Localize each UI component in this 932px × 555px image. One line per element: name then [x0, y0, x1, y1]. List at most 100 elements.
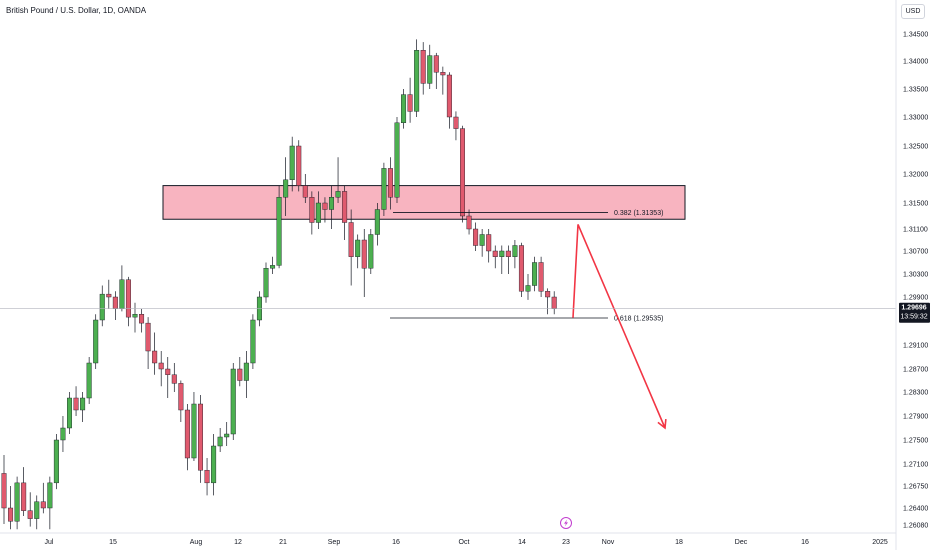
candle[interactable]	[394, 117, 400, 203]
candle-body	[342, 191, 348, 223]
candle[interactable]	[283, 157, 289, 216]
candle[interactable]	[197, 395, 203, 483]
candle[interactable]	[93, 314, 99, 369]
candle[interactable]	[53, 434, 59, 490]
candle[interactable]	[230, 363, 236, 440]
candle[interactable]	[21, 467, 27, 516]
candle[interactable]	[453, 111, 459, 141]
candle[interactable]	[204, 458, 210, 496]
candle-body	[119, 279, 125, 309]
candle[interactable]	[145, 317, 151, 369]
candle[interactable]	[217, 428, 223, 452]
candle[interactable]	[374, 203, 380, 246]
x-tick-label: Dec	[735, 539, 748, 546]
candle[interactable]	[178, 380, 184, 423]
candle-body	[348, 222, 354, 257]
candle[interactable]	[158, 351, 164, 387]
candle[interactable]	[420, 42, 426, 95]
symbol-title[interactable]: British Pound / U.S. Dollar, 1D, OANDA	[6, 6, 147, 15]
candle[interactable]	[99, 285, 105, 327]
candle[interactable]	[525, 274, 531, 300]
candle[interactable]	[139, 308, 145, 333]
candle[interactable]	[289, 136, 295, 192]
candle[interactable]	[479, 229, 485, 257]
candle[interactable]	[171, 363, 177, 392]
candle[interactable]	[66, 392, 72, 434]
candle[interactable]	[532, 256, 538, 292]
candle[interactable]	[211, 434, 217, 496]
candle[interactable]	[302, 174, 308, 203]
candle[interactable]	[446, 72, 452, 129]
candle[interactable]	[243, 351, 249, 398]
candle[interactable]	[545, 288, 551, 315]
currency-button[interactable]: USD	[901, 4, 925, 19]
candle[interactable]	[512, 240, 518, 269]
x-axis[interactable]: Jul 15 Aug 12 21 Sep 16 Oct 14 23 Nov 18 Dec 16 2025	[45, 539, 888, 546]
candle[interactable]	[8, 486, 14, 530]
candle[interactable]	[440, 66, 446, 95]
candle[interactable]	[486, 229, 492, 263]
candle[interactable]	[466, 209, 472, 235]
candle[interactable]	[237, 357, 243, 387]
candle[interactable]	[322, 197, 328, 223]
candle[interactable]	[80, 392, 86, 422]
candle[interactable]	[460, 125, 466, 223]
candle[interactable]	[368, 229, 374, 274]
candle[interactable]	[73, 386, 79, 416]
candle[interactable]	[152, 332, 158, 375]
candle[interactable]	[184, 404, 190, 471]
candle[interactable]	[276, 185, 282, 269]
candle[interactable]	[427, 44, 433, 89]
candle[interactable]	[499, 245, 505, 275]
candle[interactable]	[473, 222, 479, 252]
candle[interactable]	[125, 276, 131, 327]
candle[interactable]	[296, 140, 302, 192]
candle[interactable]	[14, 476, 20, 530]
candle[interactable]	[492, 245, 498, 269]
candle[interactable]	[329, 185, 335, 229]
candle-body	[315, 202, 321, 223]
candle[interactable]	[505, 245, 511, 275]
y-axis[interactable]: 1.34500 1.34000 1.33500 1.33000 1.32500 1.320…	[903, 32, 928, 530]
candle[interactable]	[335, 157, 341, 203]
candle[interactable]	[387, 157, 393, 210]
x-tick-label: 2025	[872, 539, 888, 546]
candle-body	[309, 196, 315, 223]
candle[interactable]	[414, 39, 420, 117]
candle[interactable]	[381, 162, 387, 216]
candle[interactable]	[270, 256, 276, 274]
candle[interactable]	[40, 482, 46, 514]
candle[interactable]	[361, 229, 367, 297]
candle[interactable]	[250, 314, 256, 369]
candle[interactable]	[348, 209, 354, 286]
candle[interactable]	[47, 476, 53, 530]
supply-zone-rect[interactable]	[162, 185, 686, 220]
candle[interactable]	[263, 262, 269, 303]
candle[interactable]	[191, 392, 197, 461]
projection-arrow-path[interactable]	[572, 224, 666, 429]
candle[interactable]	[355, 234, 361, 269]
candle[interactable]	[165, 357, 171, 398]
candle[interactable]	[518, 242, 524, 297]
event-lightning-icon[interactable]	[560, 517, 572, 529]
candle-body	[243, 362, 249, 381]
candle[interactable]	[315, 191, 321, 229]
candle[interactable]	[401, 89, 407, 129]
candle[interactable]	[538, 256, 544, 297]
candle[interactable]	[106, 279, 112, 309]
candle[interactable]	[309, 191, 315, 235]
candle[interactable]	[132, 302, 138, 333]
candle[interactable]	[1, 455, 7, 524]
candle[interactable]	[86, 357, 92, 404]
candle-body	[145, 322, 151, 352]
candle[interactable]	[27, 492, 33, 527]
candle[interactable]	[60, 416, 66, 452]
candle[interactable]	[342, 185, 348, 240]
candle[interactable]	[34, 495, 40, 530]
candle[interactable]	[407, 77, 413, 123]
candle[interactable]	[433, 52, 439, 89]
candle[interactable]	[224, 422, 230, 446]
y-tick-label: 1.26080	[903, 523, 928, 530]
